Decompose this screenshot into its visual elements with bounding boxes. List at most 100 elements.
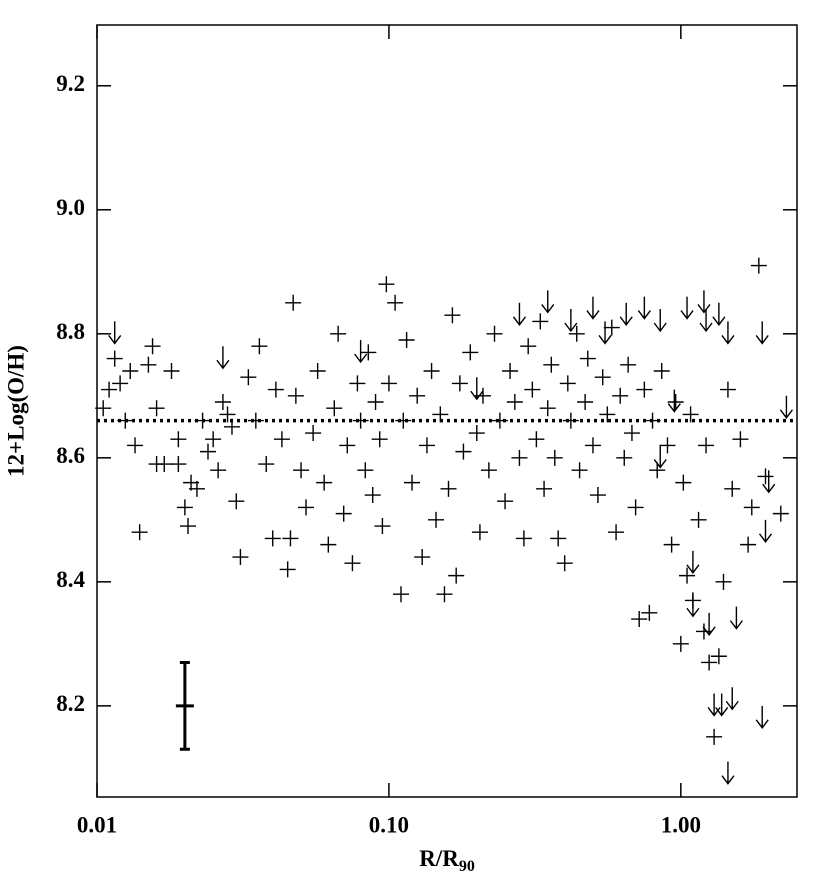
point-marker bbox=[468, 425, 485, 442]
point-marker bbox=[393, 586, 409, 603]
upper-limit-marker bbox=[758, 519, 773, 543]
upper-limit-marker bbox=[715, 693, 729, 717]
point-marker bbox=[616, 449, 633, 466]
point-marker bbox=[380, 375, 397, 392]
y-axis-label: 12+Log(O/H) bbox=[3, 345, 28, 477]
point-marker bbox=[223, 418, 240, 435]
point-marker bbox=[506, 394, 523, 411]
point-marker bbox=[140, 356, 157, 373]
upper-limit-marker bbox=[653, 308, 667, 333]
upper-limit-marker bbox=[619, 302, 633, 326]
point-marker bbox=[247, 412, 264, 429]
point-marker bbox=[156, 456, 173, 473]
point-marker bbox=[374, 518, 391, 535]
point-marker bbox=[644, 412, 661, 429]
point-marker bbox=[360, 344, 377, 361]
point-marker bbox=[305, 425, 322, 442]
plot-frame bbox=[96, 24, 798, 798]
point-marker bbox=[612, 387, 629, 404]
point-marker bbox=[528, 431, 545, 448]
point-marker bbox=[95, 400, 112, 417]
point-marker bbox=[364, 487, 381, 504]
point-marker bbox=[480, 462, 497, 479]
point-marker bbox=[214, 394, 231, 411]
y-tick-label: 8.4 bbox=[56, 567, 85, 592]
point-marker bbox=[455, 443, 472, 460]
point-marker bbox=[448, 567, 465, 584]
upper-limit-marker bbox=[729, 606, 743, 630]
point-marker bbox=[701, 654, 718, 671]
point-marker bbox=[710, 648, 727, 665]
point-marker bbox=[240, 369, 257, 386]
point-marker bbox=[620, 356, 637, 373]
point-marker bbox=[653, 363, 670, 380]
point-marker bbox=[101, 381, 118, 398]
x-tick-label: 0.10 bbox=[369, 812, 409, 837]
point-marker bbox=[188, 480, 205, 497]
upper-limit-marker bbox=[721, 321, 735, 345]
point-marker bbox=[520, 338, 537, 355]
point-marker bbox=[409, 387, 426, 404]
point-marker bbox=[335, 505, 352, 522]
point-marker bbox=[127, 437, 144, 454]
point-marker bbox=[659, 437, 676, 454]
upper-limit-marker bbox=[762, 470, 776, 494]
point-marker bbox=[264, 530, 281, 547]
point-marker bbox=[436, 586, 453, 603]
point-marker bbox=[740, 536, 757, 553]
point-marker bbox=[287, 387, 304, 404]
upper-limit-marker bbox=[108, 321, 122, 345]
upper-limit-marker bbox=[680, 296, 694, 320]
point-marker bbox=[309, 363, 326, 380]
point-marker bbox=[414, 549, 431, 566]
y-tick-label: 9.0 bbox=[56, 195, 85, 220]
point-marker bbox=[444, 307, 461, 324]
point-marker bbox=[440, 480, 457, 497]
upper-limit-marker bbox=[354, 340, 368, 364]
point-marker bbox=[228, 493, 245, 510]
point-marker bbox=[559, 375, 576, 392]
point-marker bbox=[232, 549, 249, 566]
point-marker bbox=[330, 325, 347, 342]
point-marker bbox=[398, 332, 415, 349]
upper-limit-marker bbox=[779, 395, 793, 419]
point-marker bbox=[293, 462, 310, 479]
point-marker bbox=[772, 505, 789, 522]
point-marker bbox=[502, 363, 519, 380]
y-tick-label: 8.2 bbox=[56, 691, 85, 716]
upper-limit-marker bbox=[686, 594, 700, 618]
point-marker bbox=[285, 294, 302, 311]
point-marker bbox=[316, 474, 333, 491]
upper-limit-marker bbox=[725, 687, 739, 711]
point-marker bbox=[326, 400, 343, 417]
point-marker bbox=[339, 437, 356, 454]
point-marker bbox=[757, 468, 774, 485]
point-marker bbox=[418, 437, 435, 454]
point-marker bbox=[631, 611, 648, 628]
y-tick-label: 8.8 bbox=[56, 319, 85, 344]
point-marker bbox=[675, 474, 692, 491]
point-marker bbox=[106, 350, 123, 367]
point-marker bbox=[743, 499, 760, 516]
upper-limit-marker bbox=[699, 308, 713, 333]
upper-limit-marker bbox=[697, 290, 711, 314]
point-marker bbox=[550, 530, 567, 547]
point-marker bbox=[589, 487, 606, 504]
point-marker bbox=[267, 381, 284, 398]
point-marker bbox=[690, 511, 707, 528]
point-marker bbox=[608, 524, 625, 541]
point-marker bbox=[423, 363, 440, 380]
point-marker bbox=[462, 344, 479, 361]
upper-limit-marker bbox=[755, 705, 769, 730]
point-marker bbox=[539, 400, 556, 417]
point-marker bbox=[568, 325, 585, 342]
point-marker bbox=[112, 375, 129, 392]
y-tick-label: 8.6 bbox=[56, 443, 85, 468]
point-marker bbox=[349, 375, 366, 392]
point-marker bbox=[524, 381, 541, 398]
upper-limit-marker bbox=[470, 377, 484, 401]
point-marker bbox=[532, 313, 549, 330]
point-marker bbox=[371, 431, 388, 448]
point-marker bbox=[682, 406, 699, 423]
